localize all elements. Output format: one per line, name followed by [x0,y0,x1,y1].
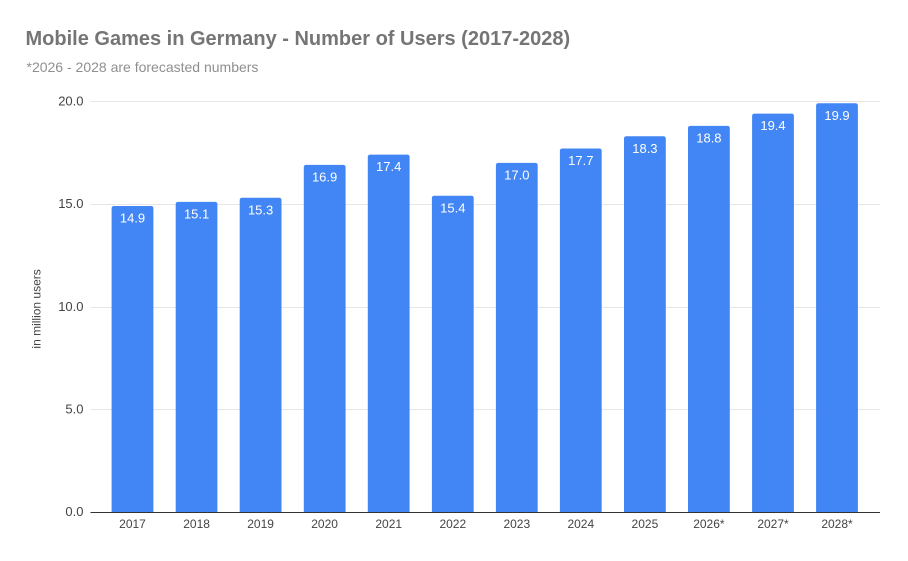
svg-text:2023: 2023 [503,517,530,531]
svg-text:18.3: 18.3 [632,141,657,156]
svg-text:2028*: 2028* [821,517,853,531]
svg-text:in million users: in million users [29,269,43,348]
svg-text:20.0: 20.0 [58,94,83,109]
svg-text:2019: 2019 [247,517,274,531]
svg-text:2026*: 2026* [693,517,725,531]
svg-text:2025: 2025 [632,517,659,531]
svg-text:17.4: 17.4 [376,159,401,174]
svg-text:*2026 - 2028 are forecasted nu: *2026 - 2028 are forecasted numbers [27,59,259,75]
svg-text:15.0: 15.0 [58,196,83,211]
svg-text:15.4: 15.4 [440,200,465,215]
svg-text:15.3: 15.3 [248,202,273,217]
svg-text:2022: 2022 [439,517,466,531]
svg-text:2027*: 2027* [757,517,789,531]
svg-text:2024: 2024 [567,517,594,531]
svg-text:2017: 2017 [119,517,146,531]
svg-text:19.9: 19.9 [824,108,849,123]
svg-text:17.7: 17.7 [568,153,593,168]
svg-text:19.4: 19.4 [760,118,785,133]
svg-text:2018: 2018 [183,517,210,531]
svg-text:10.0: 10.0 [58,299,83,314]
svg-text:0.0: 0.0 [65,504,83,519]
svg-text:17.0: 17.0 [504,168,529,183]
svg-text:5.0: 5.0 [65,402,83,417]
svg-text:2021: 2021 [375,517,402,531]
svg-text:18.8: 18.8 [696,131,721,146]
svg-text:2020: 2020 [311,517,338,531]
svg-text:14.9: 14.9 [120,211,145,226]
svg-text:Mobile Games in Germany - Numb: Mobile Games in Germany - Number of User… [26,28,571,50]
svg-text:16.9: 16.9 [312,170,337,185]
svg-text:15.1: 15.1 [184,207,209,222]
